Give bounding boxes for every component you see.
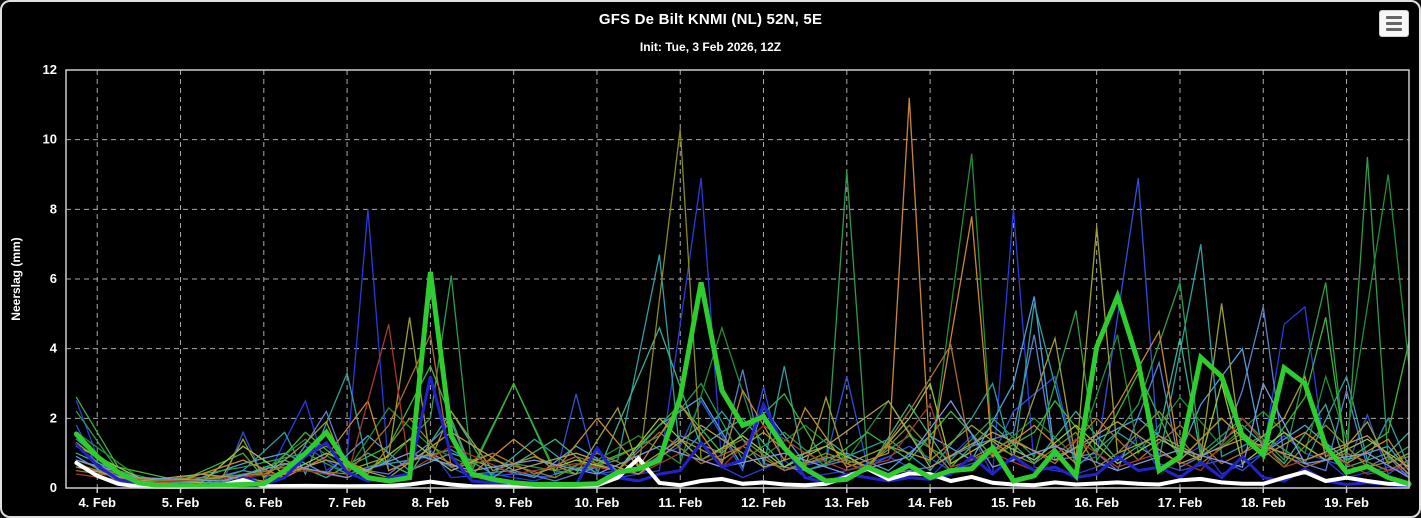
export-menu-button[interactable] xyxy=(1379,10,1409,37)
chart-subtitle: Init: Tue, 3 Feb 2026, 12Z xyxy=(639,40,782,54)
x-tick-label: 19. Feb xyxy=(1324,495,1369,510)
x-tick-label: 8. Feb xyxy=(412,495,450,510)
x-axis-ticks xyxy=(96,488,1348,493)
gridlines xyxy=(66,70,1409,488)
plot-border xyxy=(65,69,1410,489)
y-tick-label: 0 xyxy=(50,480,57,495)
y-tick-label: 6 xyxy=(50,271,57,286)
x-tick-label: 6. Feb xyxy=(245,495,283,510)
y-tick-label: 4 xyxy=(50,341,58,356)
y-tick-label: 2 xyxy=(50,410,57,425)
series-member-periwinkle xyxy=(75,381,1410,482)
x-tick-label: 9. Feb xyxy=(495,495,533,510)
x-tick-label: 4. Feb xyxy=(78,495,116,510)
series-lines xyxy=(73,97,1412,490)
x-tick-label: 11. Feb xyxy=(658,495,702,510)
x-tick-label: 12. Feb xyxy=(741,495,786,510)
chart-title: GFS De Bilt KNMI (NL) 52N, 5E xyxy=(598,11,823,28)
series-ensemble-mean-thick-white xyxy=(74,455,1411,490)
x-tick-label: 17. Feb xyxy=(1158,495,1203,510)
y-axis-title: Neerslag (mm) xyxy=(9,237,23,320)
series-member-red xyxy=(75,324,1410,484)
x-tick-label: 7. Feb xyxy=(328,495,366,510)
series-member-brown xyxy=(75,332,1410,482)
series-member-olive xyxy=(75,226,1410,484)
series-member-blue-1 xyxy=(75,177,1410,487)
x-tick-label: 5. Feb xyxy=(162,495,200,510)
y-tick-label: 12 xyxy=(43,62,57,77)
x-tick-label: 16. Feb xyxy=(1074,495,1119,510)
x-tick-label: 13. Feb xyxy=(824,495,869,510)
y-axis-labels: 0 2 4 6 8 10 12 xyxy=(43,62,58,495)
x-tick-label: 15. Feb xyxy=(991,495,1036,510)
series-member-orange xyxy=(75,97,1410,482)
x-tick-label: 18. Feb xyxy=(1241,495,1286,510)
series-main-run-thick-green xyxy=(73,271,1412,489)
y-tick-label: 8 xyxy=(50,201,57,216)
series-member-darkolive xyxy=(75,129,1410,482)
x-tick-label: 14. Feb xyxy=(908,495,953,510)
x-tick-label: 10. Feb xyxy=(575,495,620,510)
x-axis-labels: 4. Feb 5. Feb 6. Feb 7. Feb 8. Feb 9. Feb 10. … xyxy=(78,495,1369,510)
series-member-seagreen xyxy=(75,157,1410,482)
y-tick-label: 10 xyxy=(43,132,57,147)
